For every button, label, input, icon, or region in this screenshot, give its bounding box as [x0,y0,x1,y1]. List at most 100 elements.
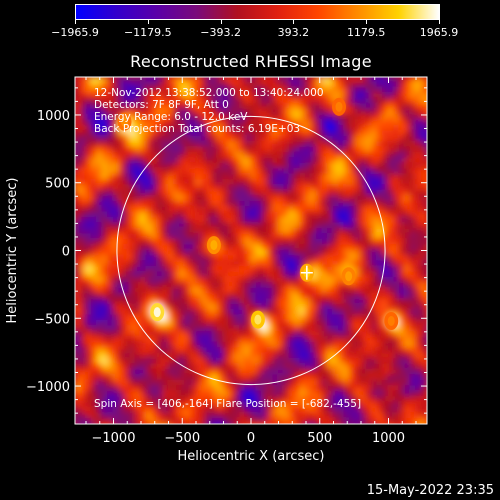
heatmap-cell [239,314,247,323]
heatmap-cell [272,341,280,350]
heatmap-cell [283,336,291,344]
heatmap-cell [299,292,307,301]
heatmap-cell [151,319,159,328]
heatmap-cell [178,276,186,285]
heatmap-cell [316,325,324,333]
heatmap-cell [156,135,164,144]
heatmap-cell [327,336,335,344]
heatmap-cell [409,124,417,133]
heatmap-cell [255,374,263,382]
heatmap-cell [277,151,285,160]
heatmap-cell [349,314,357,323]
heatmap-cell [305,309,313,317]
heatmap-cell [211,417,219,424]
heatmap-cell [112,276,120,285]
heatmap-cell [404,206,412,214]
heatmap-cell [184,254,192,263]
heatmap-cell [387,227,395,236]
heatmap-cell [294,298,302,306]
heatmap-cell [107,303,115,312]
heatmap-cell [222,330,230,339]
heatmap-cell [244,162,252,171]
heatmap-cell [118,157,126,165]
heatmap-cell [409,233,417,241]
heatmap-cell [288,86,296,95]
heatmap-cell [228,254,236,263]
heatmap-cell [145,168,153,176]
heatmap-cell [415,401,423,409]
heatmap-cell [327,233,335,241]
heatmap-cell [173,319,181,328]
heatmap-cell [398,86,406,95]
heatmap-cell [288,108,296,117]
heatmap-cell [387,401,395,409]
heatmap-cell [316,298,324,306]
heatmap-cell [327,211,335,220]
heatmap-cell [283,195,291,203]
heatmap-cell [382,206,390,214]
heatmap-cell [299,287,307,295]
heatmap-cell [316,385,324,393]
heatmap-cell [156,325,164,333]
heatmap-cell [79,417,87,424]
heatmap-cell [112,417,120,424]
heatmap-cell [129,341,137,350]
heatmap-cell [261,390,269,398]
heatmap-cell [283,417,291,424]
heatmap-cell [118,254,126,263]
heatmap-cell [244,108,252,117]
heatmap-cell [189,341,197,350]
heatmap-cell [96,92,104,100]
heatmap-cell [409,379,417,388]
heatmap-cell [338,124,346,133]
heatmap-cell [415,244,423,252]
heatmap-cell [294,292,302,301]
heatmap-cell [299,374,307,382]
heatmap-cell [261,352,269,361]
heatmap-cell [305,292,313,301]
heatmap-cell [250,233,258,241]
heatmap-cell [321,184,329,192]
heatmap-cell [277,227,285,236]
heatmap-cell [316,319,324,328]
heatmap-cell [360,184,368,192]
heatmap-cell [250,179,258,187]
heatmap-cell [107,108,115,117]
heatmap-cell [255,379,263,388]
heatmap-cell [255,92,263,100]
heatmap-cell [151,336,159,344]
heatmap-cell [409,341,417,350]
heatmap-cell [321,417,329,424]
heatmap-cell [222,417,230,424]
heatmap-cell [365,119,373,127]
heatmap-cell [140,146,148,154]
heatmap-cell [261,189,269,198]
heatmap-cell [310,330,318,339]
heatmap-cell [365,276,373,285]
heatmap-cell [140,189,148,198]
heatmap-cell [343,146,351,154]
heatmap-cell [255,135,263,144]
heatmap-cell [75,395,82,404]
heatmap-cell [387,77,395,84]
heatmap-cell [189,77,197,84]
heatmap-cell [118,385,126,393]
heatmap-cell [134,108,142,117]
heatmap-cell [255,368,263,377]
heatmap-cell [96,184,104,192]
heatmap-cell [387,363,395,371]
heatmap-cell [277,314,285,323]
heatmap-cell [107,135,115,144]
heatmap-cell [101,244,109,252]
heatmap-cell [376,401,384,409]
heatmap-cell [211,352,219,361]
heatmap-cell [310,113,318,122]
heatmap-cell [343,244,351,252]
heatmap-cell [316,108,324,117]
heatmap-cell [211,103,219,111]
heatmap-cell [200,292,208,301]
heatmap-cell [360,406,368,415]
heatmap-cell [338,385,346,393]
heatmap-cell [228,146,236,154]
heatmap-cell [123,222,131,230]
